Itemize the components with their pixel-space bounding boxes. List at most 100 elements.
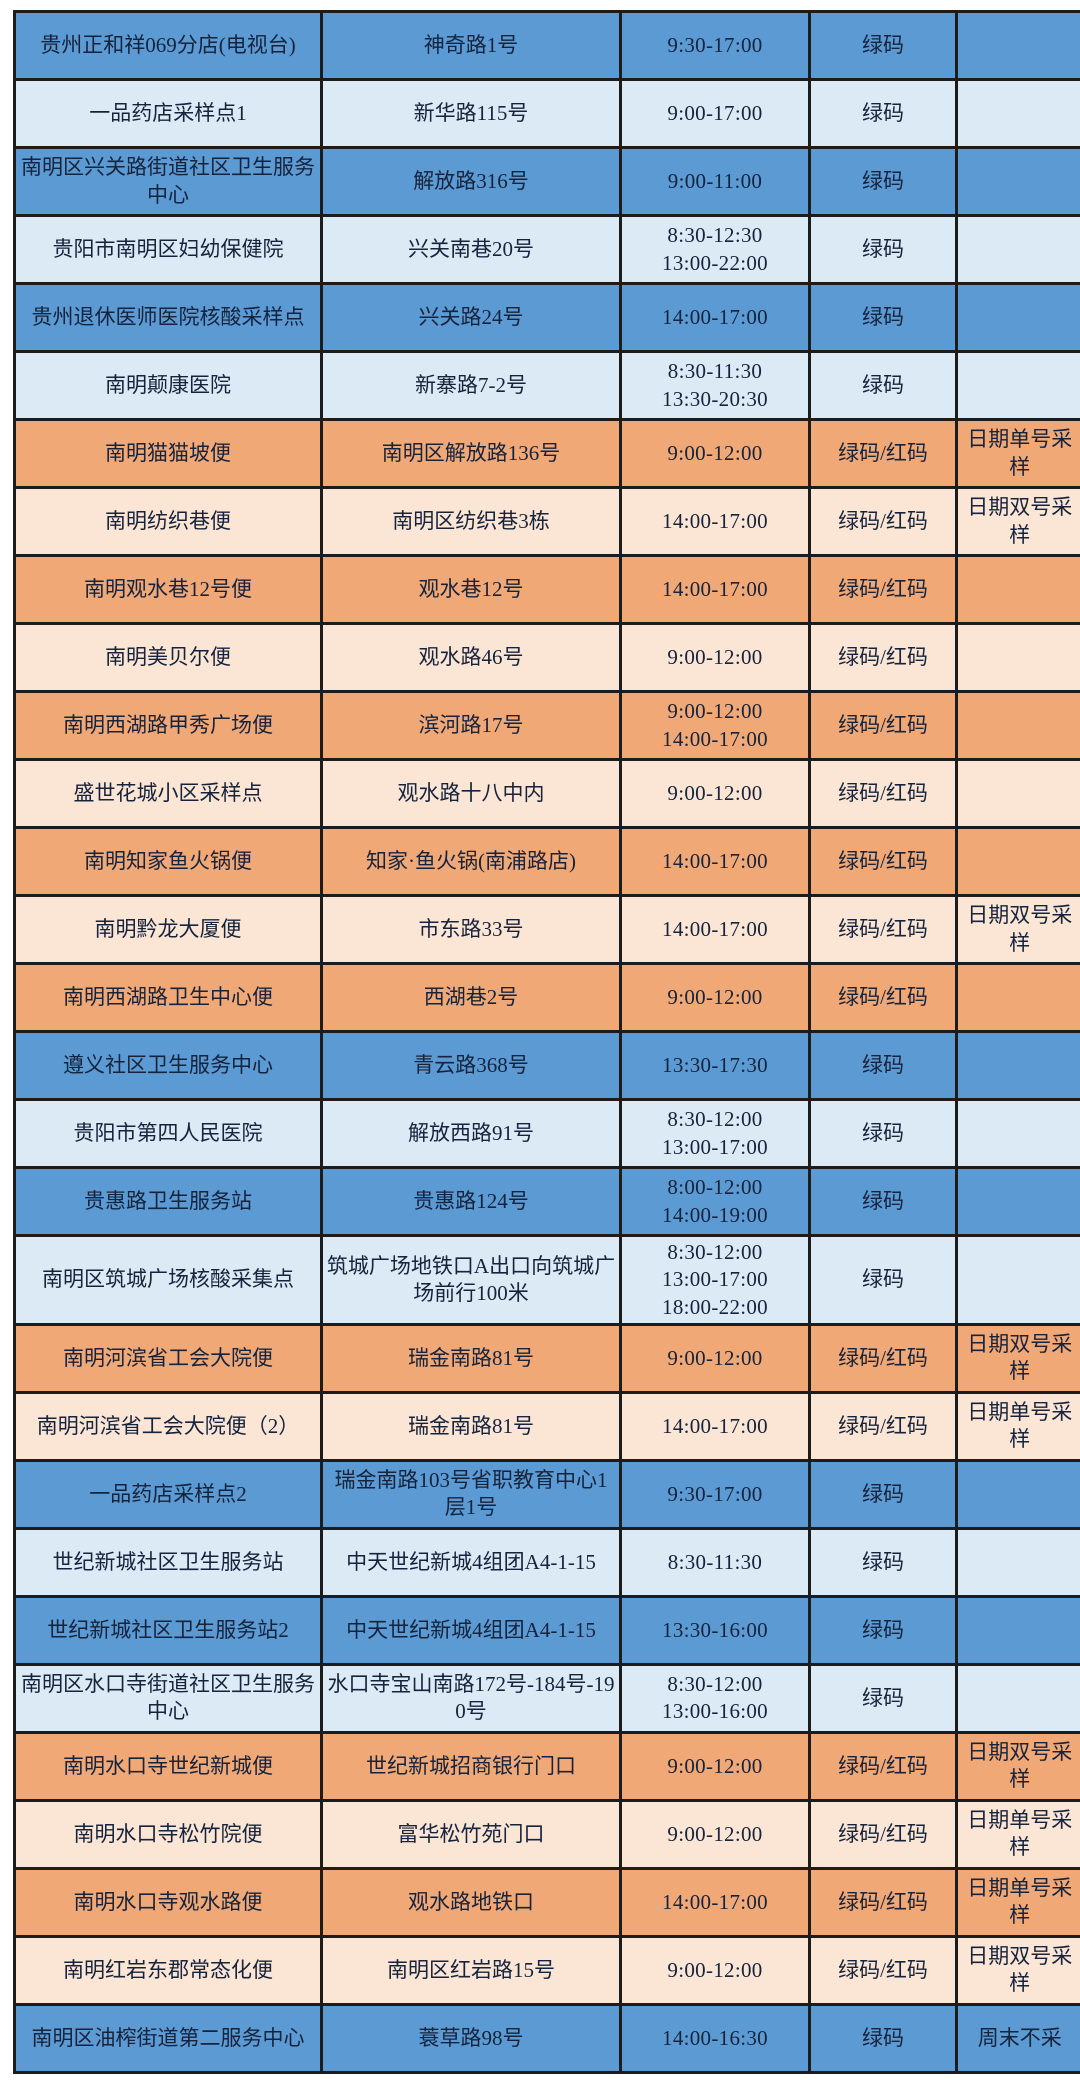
time-cell: 14:00-16:30 <box>621 2004 810 2072</box>
code-cell: 绿码 <box>810 1596 957 1664</box>
table-row: 世纪新城社区卫生服务站2 中天世纪新城4组团A4-1-15 13:30-16:0… <box>15 1596 1080 1664</box>
time-line: 14:00-16:30 <box>625 2025 805 2052</box>
code-cell: 绿码 <box>810 1528 957 1596</box>
code-cell: 绿码/红码 <box>810 1324 957 1392</box>
site-name-cell: 南明水口寺观水路便 <box>15 1868 322 1936</box>
site-name-cell: 一品药店采样点2 <box>15 1460 322 1528</box>
table-row: 世纪新城社区卫生服务站 中天世纪新城4组团A4-1-15 8:30-11:30 … <box>15 1528 1080 1596</box>
table-row: 南明红岩东郡常态化便 南明区红岩路15号 9:00-12:00 绿码/红码 日期… <box>15 1936 1080 2004</box>
code-cell: 绿码 <box>810 216 957 284</box>
site-name-cell: 贵阳市南明区妇幼保健院 <box>15 216 322 284</box>
code-cell: 绿码 <box>810 1460 957 1528</box>
site-name-cell: 世纪新城社区卫生服务站 <box>15 1528 322 1596</box>
address-cell: 南明区解放路136号 <box>322 420 621 488</box>
code-cell: 绿码/红码 <box>810 624 957 692</box>
site-name-cell: 南明西湖路甲秀广场便 <box>15 692 322 760</box>
code-cell: 绿码/红码 <box>810 692 957 760</box>
time-line: 13:00-22:00 <box>625 250 805 277</box>
site-name-cell: 盛世花城小区采样点 <box>15 760 322 828</box>
table-row: 南明区筑城广场核酸采集点 筑城广场地铁口A出口向筑城广场前行100米 8:30-… <box>15 1236 1080 1325</box>
note-cell <box>957 964 1080 1032</box>
table-row: 南明河滨省工会大院便 瑞金南路81号 9:00-12:00 绿码/红码 日期双号… <box>15 1324 1080 1392</box>
address-cell: 瑞金南路103号省职教育中心1层1号 <box>322 1460 621 1528</box>
code-cell: 绿码/红码 <box>810 556 957 624</box>
time-cell: 14:00-17:00 <box>621 896 810 964</box>
time-cell: 14:00-17:00 <box>621 488 810 556</box>
address-cell: 解放路316号 <box>322 148 621 216</box>
address-cell: 新寨路7-2号 <box>322 352 621 420</box>
site-name-cell: 南明红岩东郡常态化便 <box>15 1936 322 2004</box>
time-line: 13:30-17:30 <box>625 1052 805 1079</box>
site-name-cell: 南明区水口寺街道社区卫生服务中心 <box>15 1664 322 1732</box>
code-cell: 绿码 <box>810 1032 957 1100</box>
note-cell <box>957 1236 1080 1325</box>
table-row: 南明纺织巷便 南明区纺织巷3栋 14:00-17:00 绿码/红码 日期双号采样 <box>15 488 1080 556</box>
code-cell: 绿码 <box>810 1100 957 1168</box>
site-name-cell: 南明美贝尔便 <box>15 624 322 692</box>
address-cell: 中天世纪新城4组团A4-1-15 <box>322 1596 621 1664</box>
time-cell: 8:30-11:30 <box>621 1528 810 1596</box>
site-name-cell: 南明西湖路卫生中心便 <box>15 964 322 1032</box>
note-cell <box>957 624 1080 692</box>
time-cell: 14:00-17:00 <box>621 1392 810 1460</box>
note-cell: 日期双号采样 <box>957 488 1080 556</box>
address-cell: 兴关路24号 <box>322 284 621 352</box>
address-cell: 南明区纺织巷3栋 <box>322 488 621 556</box>
time-line: 9:00-12:00 <box>625 698 805 725</box>
time-line: 8:00-12:00 <box>625 1174 805 1201</box>
table-row: 南明猫猫坡便 南明区解放路136号 9:00-12:00 绿码/红码 日期单号采… <box>15 420 1080 488</box>
time-line: 9:00-17:00 <box>625 100 805 127</box>
note-cell <box>957 760 1080 828</box>
time-cell: 9:00-11:00 <box>621 148 810 216</box>
table-row: 贵州正和祥069分店(电视台) 神奇路1号 9:30-17:00 绿码 <box>15 12 1080 80</box>
note-cell <box>957 1168 1080 1236</box>
time-line: 9:00-12:00 <box>625 644 805 671</box>
time-line: 9:00-12:00 <box>625 1345 805 1372</box>
code-cell: 绿码 <box>810 284 957 352</box>
code-cell: 绿码 <box>810 80 957 148</box>
time-line: 13:30-20:30 <box>625 386 805 413</box>
table-row: 一品药店采样点1 新华路115号 9:00-17:00 绿码 <box>15 80 1080 148</box>
note-cell: 日期单号采样 <box>957 1392 1080 1460</box>
address-cell: 市东路33号 <box>322 896 621 964</box>
table-row: 南明黔龙大厦便 市东路33号 14:00-17:00 绿码/红码 日期双号采样 <box>15 896 1080 964</box>
note-cell: 日期双号采样 <box>957 1324 1080 1392</box>
table-body: 贵州正和祥069分店(电视台) 神奇路1号 9:30-17:00 绿码 一品药店… <box>15 12 1080 2073</box>
code-cell: 绿码 <box>810 148 957 216</box>
time-line: 14:00-17:00 <box>625 508 805 535</box>
table-row: 南明西湖路卫生中心便 西湖巷2号 9:00-12:00 绿码/红码 <box>15 964 1080 1032</box>
time-cell: 13:30-16:00 <box>621 1596 810 1664</box>
note-cell <box>957 1664 1080 1732</box>
table-row: 南明区水口寺街道社区卫生服务中心 水口寺宝山南路172号-184号-190号 8… <box>15 1664 1080 1732</box>
site-name-cell: 南明猫猫坡便 <box>15 420 322 488</box>
code-cell: 绿码 <box>810 2004 957 2072</box>
code-cell: 绿码/红码 <box>810 488 957 556</box>
address-cell: 兴关南巷20号 <box>322 216 621 284</box>
time-line: 14:00-17:00 <box>625 1413 805 1440</box>
time-line: 8:30-12:00 <box>625 1671 805 1698</box>
address-cell: 滨河路17号 <box>322 692 621 760</box>
note-cell <box>957 284 1080 352</box>
site-name-cell: 南明观水巷12号便 <box>15 556 322 624</box>
code-cell: 绿码/红码 <box>810 1800 957 1868</box>
time-line: 13:30-16:00 <box>625 1617 805 1644</box>
time-cell: 13:30-17:30 <box>621 1032 810 1100</box>
time-cell: 9:00-12:00 <box>621 1800 810 1868</box>
address-cell: 神奇路1号 <box>322 12 621 80</box>
site-name-cell: 南明河滨省工会大院便（2） <box>15 1392 322 1460</box>
site-name-cell: 南明河滨省工会大院便 <box>15 1324 322 1392</box>
note-cell <box>957 1100 1080 1168</box>
note-cell: 日期双号采样 <box>957 896 1080 964</box>
time-line: 9:00-12:00 <box>625 1821 805 1848</box>
table-row: 一品药店采样点2 瑞金南路103号省职教育中心1层1号 9:30-17:00 绿… <box>15 1460 1080 1528</box>
note-cell <box>957 1460 1080 1528</box>
table-row: 南明区兴关路街道社区卫生服务中心 解放路316号 9:00-11:00 绿码 <box>15 148 1080 216</box>
time-line: 13:00-17:00 <box>625 1266 805 1293</box>
code-cell: 绿码/红码 <box>810 1936 957 2004</box>
note-cell <box>957 352 1080 420</box>
